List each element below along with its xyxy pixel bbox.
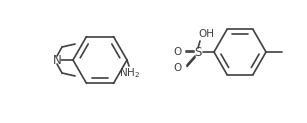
Text: O: O	[174, 63, 182, 73]
Text: OH: OH	[198, 29, 214, 39]
Text: N: N	[52, 54, 61, 67]
Text: S: S	[194, 46, 202, 59]
Text: NH$_2$: NH$_2$	[119, 66, 141, 80]
Text: O: O	[174, 47, 182, 57]
